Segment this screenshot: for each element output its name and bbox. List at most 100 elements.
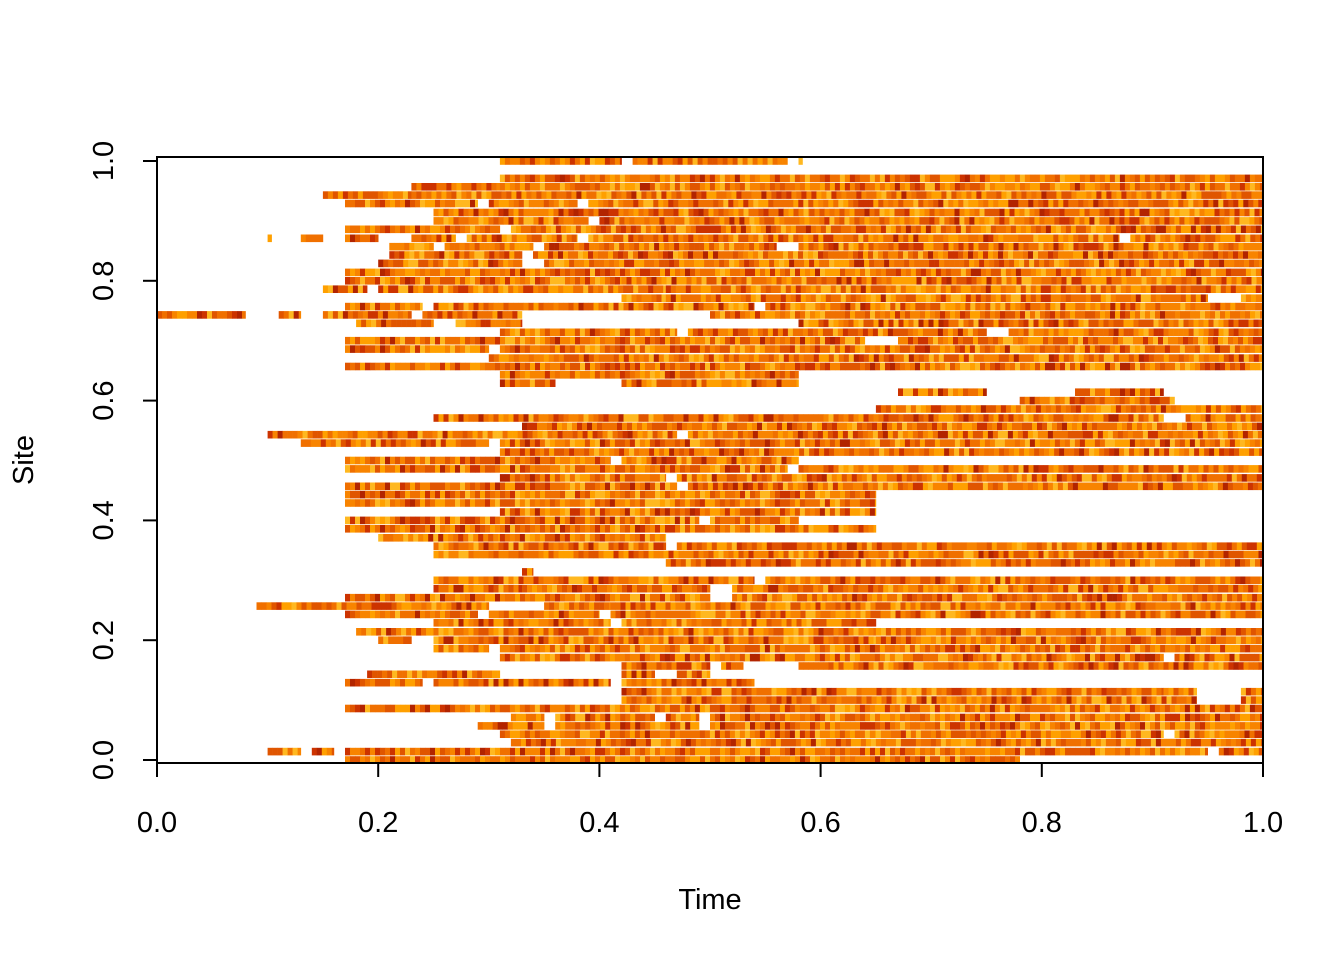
heatmap-segment [798,319,1264,328]
heatmap-row [345,499,877,507]
heatmap-row [433,217,1264,225]
heatmap-row [345,277,1264,285]
heatmap-segment [433,628,877,636]
heatmap-row [1019,396,1175,405]
heatmap-row [157,311,1264,319]
heatmap-segment [522,568,534,576]
heatmap-segment [665,294,1208,302]
heatmap-row [621,696,1264,704]
heatmap-segment [875,268,1264,277]
y-tick-label: 1.0 [88,141,120,181]
heatmap-row [621,662,1264,670]
heatmap-segment [300,234,324,243]
x-axis-label: Time [678,884,741,916]
x-tick-label: 0.2 [358,807,398,839]
heatmap-segment [411,191,1264,199]
heatmap-segment [544,602,611,610]
heatmap-segment [599,217,1264,225]
heatmap-segment [433,302,755,311]
heatmap-segment [687,430,1264,439]
heatmap-segment [477,722,545,730]
heatmap-segment [1174,730,1264,738]
x-tick-label: 0.8 [1022,807,1062,839]
heatmap-segment [345,704,501,713]
heatmap-row [499,174,1264,183]
heatmap-segment [710,722,1264,730]
heatmap-row [499,448,1264,456]
heatmap-segment [433,636,877,644]
heatmap-segment [721,662,744,670]
heatmap-segment [433,217,589,225]
heatmap-segment [522,584,711,593]
heatmap-segment [621,687,987,696]
heatmap-segment [621,678,755,687]
heatmap-segment [1218,747,1264,756]
heatmap-segment [621,456,799,465]
heatmap-segment [389,242,434,251]
heatmap-segment [1240,687,1264,696]
heatmap-segment [732,584,744,593]
heatmap-segment [809,208,1264,217]
heatmap-segment [875,730,1164,738]
heatmap-row [488,354,1264,362]
heatmap-segment [267,747,302,756]
heatmap-segment [1163,687,1197,696]
heatmap-segment [875,405,1264,413]
heatmap-segment [322,285,368,293]
heatmap-segment [433,550,1264,559]
heatmap-segment [687,482,1264,491]
heatmap-segment [665,559,1076,567]
heatmap-row [378,534,667,542]
heatmap-segment [743,584,1264,593]
heatmap-segment [345,610,478,619]
heatmap-segment [499,704,1264,713]
heatmap-segment [632,157,788,165]
heatmap-segment [378,534,501,542]
heatmap-segment [687,328,987,337]
heatmap-segment [433,576,755,585]
heatmap-segment [510,225,1264,234]
heatmap-row [345,465,1264,473]
heatmap-segment [555,713,655,722]
heatmap-segment [345,747,1208,756]
heatmap-segment [345,277,622,285]
heatmap-segment [499,157,622,165]
heatmap-segment [1075,559,1264,567]
heatmap-row [389,251,1264,259]
heatmap-segment [1174,653,1264,662]
heatmap-row [499,508,877,516]
heatmap-row [433,550,1264,559]
heatmap-row [499,371,799,379]
heatmap-segment [765,576,1264,585]
heatmap-row [411,183,1264,191]
heatmap-segment [345,302,423,311]
heatmap-row [378,636,1264,644]
heatmap-row [356,628,1264,636]
heatmap-segment [488,354,1264,362]
x-tick-label: 0.4 [579,807,619,839]
heatmap-segment [676,670,711,679]
heatmap-segment [345,516,501,525]
heatmap-segment [875,636,1264,644]
heatmap-segment [345,490,877,499]
heatmap-segment [345,456,611,465]
heatmap-segment [898,388,987,396]
heatmap-segment [544,242,777,251]
heatmap-row [499,379,799,387]
heatmap-row [875,405,1264,413]
heatmap-segment [499,174,1264,183]
heatmap-segment [665,713,700,722]
heatmap-row [345,268,1264,277]
heatmap-segment [898,336,1264,345]
heatmap-row [345,336,1264,345]
heatmap-segment [345,499,501,507]
heatmap-segment [986,653,1076,662]
heatmap-row [267,234,1264,243]
heatmap-segment [1008,328,1264,337]
heatmap-segment [499,379,556,387]
heatmap-segment [345,482,678,491]
heatmap-segment [422,311,523,319]
heatmap-segment [1075,388,1164,396]
heatmap-segment [499,328,678,337]
